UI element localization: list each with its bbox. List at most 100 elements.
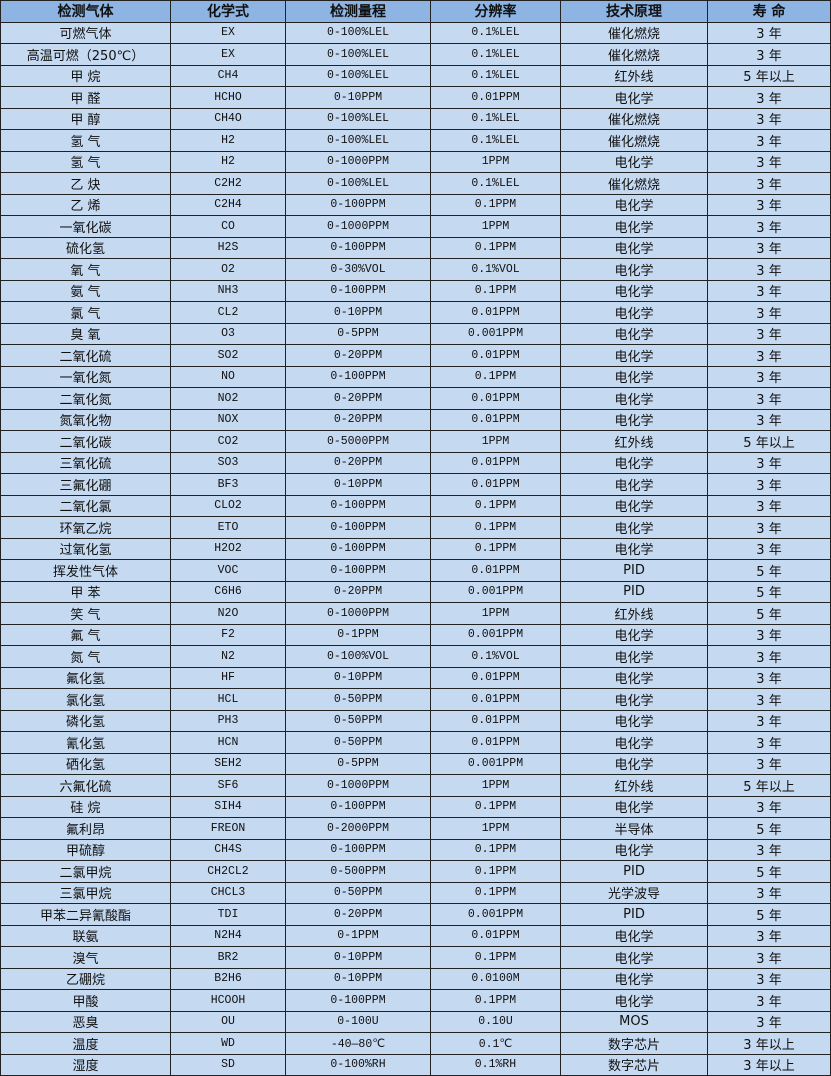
cell-range: 0-20PPM <box>285 903 431 926</box>
cell-lifespan: 3 年 <box>707 129 831 152</box>
cell-principle: 电化学 <box>560 494 708 517</box>
cell-resolution: 0.1PPM <box>430 989 561 1012</box>
cell-range: 0-100PPM <box>285 365 431 388</box>
cell-formula: TDI <box>170 903 286 926</box>
cell-lifespan: 3 年 <box>707 989 831 1012</box>
cell-lifespan: 3 年 <box>707 86 831 109</box>
cell-resolution: 0.1PPM <box>430 516 561 539</box>
cell-gas-name: 甲 醛 <box>0 86 171 109</box>
cell-range: 0-100%LEL <box>285 43 431 66</box>
cell-range: 0-1PPM <box>285 623 431 646</box>
cell-principle: 电化学 <box>560 924 708 947</box>
cell-gas-name: 硅 烷 <box>0 795 171 818</box>
cell-range: 0-100PPM <box>285 537 431 560</box>
cell-principle: 催化燃烧 <box>560 129 708 152</box>
cell-resolution: 0.1%LEL <box>430 107 561 130</box>
cell-resolution: 1PPM <box>430 150 561 173</box>
cell-formula: HCN <box>170 731 286 754</box>
cell-formula: NO2 <box>170 387 286 410</box>
cell-principle: 电化学 <box>560 838 708 861</box>
cell-resolution: 0.1%LEL <box>430 21 561 44</box>
cell-lifespan: 5 年以上 <box>707 430 831 453</box>
table-row: 氢 气 H2 0-1000PPM 1PPM 电化学 3 年 <box>0 150 831 173</box>
cell-lifespan: 3 年 <box>707 731 831 754</box>
table-row: 氨 气 NH3 0-100PPM 0.1PPM 电化学 3 年 <box>0 279 831 302</box>
table-row: 恶臭 OU 0-100U 0.10U MOS 3 年 <box>0 1010 831 1033</box>
cell-principle: 电化学 <box>560 989 708 1012</box>
cell-formula: H2O2 <box>170 537 286 560</box>
cell-formula: C2H2 <box>170 172 286 195</box>
cell-principle: 电化学 <box>560 193 708 216</box>
cell-principle: 电化学 <box>560 537 708 560</box>
cell-gas-name: 甲 醇 <box>0 107 171 130</box>
cell-principle: MOS <box>560 1010 708 1033</box>
cell-gas-name: 笑 气 <box>0 602 171 625</box>
cell-resolution: 1PPM <box>430 774 561 797</box>
cell-range: 0-100PPM <box>285 494 431 517</box>
table-row: 二氧化硫 SO2 0-20PPM 0.01PPM 电化学 3 年 <box>0 344 831 367</box>
cell-lifespan: 3 年 <box>707 473 831 496</box>
cell-resolution: 0.001PPM <box>430 322 561 345</box>
cell-lifespan: 3 年 <box>707 451 831 474</box>
cell-range: 0-5PPM <box>285 322 431 345</box>
cell-gas-name: 二氧化硫 <box>0 344 171 367</box>
cell-gas-name: 氯 气 <box>0 301 171 324</box>
cell-resolution: 1PPM <box>430 602 561 625</box>
table-row: 臭 氧 O3 0-5PPM 0.001PPM 电化学 3 年 <box>0 322 831 345</box>
table-row: 甲酸 HCOOH 0-100PPM 0.1PPM 电化学 3 年 <box>0 989 831 1012</box>
cell-formula: EX <box>170 21 286 44</box>
table-row: 乙 炔 C2H2 0-100%LEL 0.1%LEL 催化燃烧 3 年 <box>0 172 831 195</box>
cell-principle: 电化学 <box>560 215 708 238</box>
cell-range: 0-100PPM <box>285 236 431 259</box>
cell-formula: C2H4 <box>170 193 286 216</box>
cell-range: 0-20PPM <box>285 408 431 431</box>
cell-resolution: 0.001PPM <box>430 623 561 646</box>
table-row: 氢 气 H2 0-100%LEL 0.1%LEL 催化燃烧 3 年 <box>0 129 831 152</box>
cell-formula: NH3 <box>170 279 286 302</box>
cell-formula: SIH4 <box>170 795 286 818</box>
cell-lifespan: 3 年 <box>707 258 831 281</box>
cell-gas-name: 氯化氢 <box>0 688 171 711</box>
cell-gas-name: 一氧化碳 <box>0 215 171 238</box>
cell-lifespan: 3 年 <box>707 344 831 367</box>
cell-range: 0-100%LEL <box>285 129 431 152</box>
cell-principle: 电化学 <box>560 795 708 818</box>
cell-principle: 电化学 <box>560 451 708 474</box>
cell-lifespan: 3 年 <box>707 193 831 216</box>
cell-resolution: 0.01PPM <box>430 387 561 410</box>
cell-resolution: 0.1PPM <box>430 279 561 302</box>
cell-range: 0-500PPM <box>285 860 431 883</box>
table-row: 甲 醛 HCHO 0-10PPM 0.01PPM 电化学 3 年 <box>0 86 831 109</box>
cell-formula: SF6 <box>170 774 286 797</box>
cell-gas-name: 二氧化氯 <box>0 494 171 517</box>
header-row: 检测气体 化学式 检测量程 分辨率 技术原理 寿 命 <box>0 0 831 23</box>
cell-formula: CH4 <box>170 64 286 87</box>
table-row: 甲 苯 C6H6 0-20PPM 0.001PPM PID 5 年 <box>0 580 831 603</box>
cell-range: 0-1000PPM <box>285 150 431 173</box>
cell-range: 0-100%LEL <box>285 21 431 44</box>
cell-formula: H2S <box>170 236 286 259</box>
cell-formula: WD <box>170 1032 286 1055</box>
cell-resolution: 0.1PPM <box>430 838 561 861</box>
cell-resolution: 0.1%LEL <box>430 43 561 66</box>
cell-resolution: 0.001PPM <box>430 752 561 775</box>
cell-range: 0-20PPM <box>285 344 431 367</box>
cell-range: 0-100%LEL <box>285 107 431 130</box>
table-row: 乙 烯 C2H4 0-100PPM 0.1PPM 电化学 3 年 <box>0 193 831 216</box>
cell-principle: 电化学 <box>560 258 708 281</box>
cell-resolution: 0.01PPM <box>430 473 561 496</box>
cell-range: 0-100%LEL <box>285 172 431 195</box>
cell-gas-name: 乙 烯 <box>0 193 171 216</box>
table-row: 三氟化硼 BF3 0-10PPM 0.01PPM 电化学 3 年 <box>0 473 831 496</box>
cell-lifespan: 3 年以上 <box>707 1032 831 1055</box>
cell-resolution: 0.10U <box>430 1010 561 1033</box>
cell-formula: B2H6 <box>170 967 286 990</box>
cell-gas-name: 六氟化硫 <box>0 774 171 797</box>
cell-lifespan: 3 年 <box>707 924 831 947</box>
cell-gas-name: 环氧乙烷 <box>0 516 171 539</box>
cell-formula: H2 <box>170 129 286 152</box>
cell-formula: CH4O <box>170 107 286 130</box>
cell-principle: 电化学 <box>560 473 708 496</box>
cell-lifespan: 3 年 <box>707 43 831 66</box>
table-row: 高温可燃（250℃） EX 0-100%LEL 0.1%LEL 催化燃烧 3 年 <box>0 43 831 66</box>
